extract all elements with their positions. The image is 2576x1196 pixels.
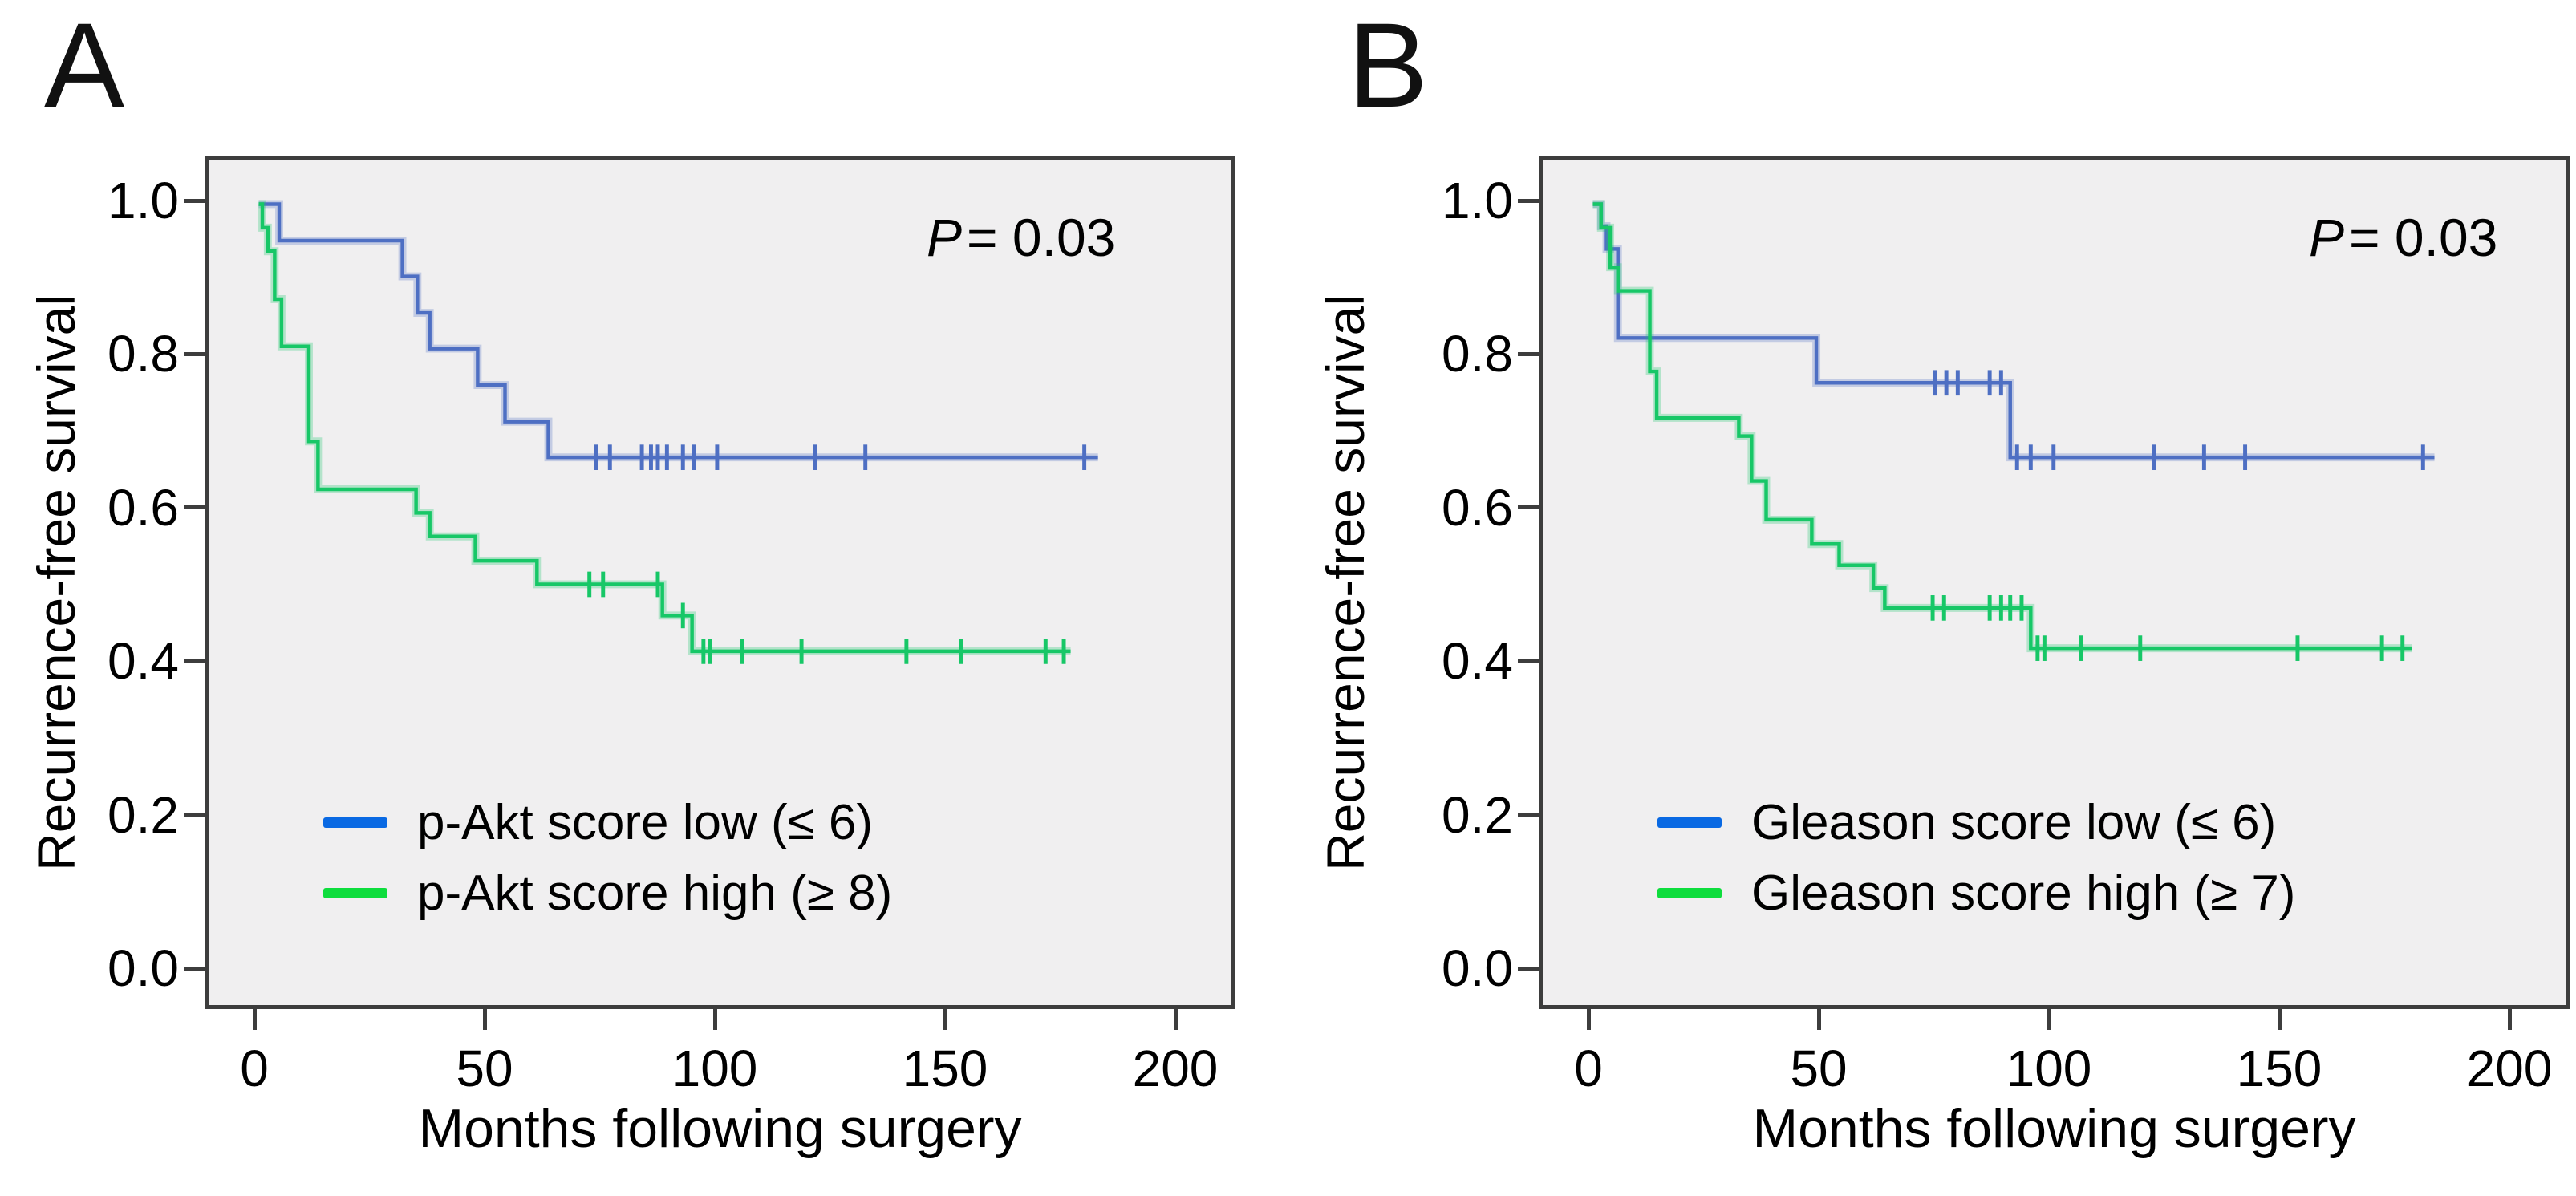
legend-swatch-blue	[323, 817, 387, 828]
x-tick-label: 100	[671, 1040, 758, 1097]
x-tick-mark	[943, 1009, 947, 1030]
plot-area: P= 0.03 p-Akt score low (≤ 6) p-Akt scor…	[205, 156, 1235, 1009]
x-tick-label: 100	[2006, 1040, 2092, 1097]
p-value-annotation: P= 0.03	[2309, 207, 2497, 268]
y-tick-mark	[1518, 966, 1539, 971]
x-tick-mark	[482, 1009, 487, 1030]
x-tick-label: 200	[1132, 1040, 1219, 1097]
x-tick-mark	[2507, 1009, 2512, 1030]
p-value-symbol: P	[2309, 208, 2345, 267]
survival-curve-green-halo	[258, 200, 1071, 655]
x-tick-mark	[252, 1009, 257, 1030]
y-tick-mark	[184, 659, 205, 663]
y-tick-mark	[184, 198, 205, 203]
y-axis-title-text: Recurrence-free survival	[26, 294, 86, 871]
y-tick-mark	[184, 966, 205, 971]
x-tick-mark	[1173, 1009, 1178, 1030]
x-tick-label: 150	[2236, 1040, 2322, 1097]
x-axis-title: Months following surgery	[1752, 1098, 2356, 1159]
legend-swatch-green	[323, 887, 387, 898]
x-tick-label: 50	[456, 1040, 513, 1097]
x-tick-mark	[1816, 1009, 1821, 1030]
legend-item-high: Gleason score high (≥ 7)	[1657, 865, 2296, 921]
x-tick-mark	[2277, 1009, 2282, 1030]
y-axis-title: Recurrence-free survival	[1301, 156, 1389, 1009]
p-value-symbol: P	[927, 208, 963, 267]
legend: Gleason score low (≤ 6) Gleason score hi…	[1657, 794, 2296, 937]
legend-item-low: p-Akt score low (≤ 6)	[323, 794, 892, 850]
legend-swatch-blue	[1657, 817, 1722, 828]
legend-swatch-green	[1657, 887, 1722, 898]
y-tick-mark	[1518, 505, 1539, 510]
y-tick-mark	[184, 813, 205, 817]
y-axis-title: Recurrence-free survival	[12, 156, 100, 1009]
survival-curve-green-halo	[1592, 200, 2412, 653]
x-axis-title: Months following surgery	[418, 1098, 1022, 1159]
legend-item-high: p-Akt score high (≥ 8)	[323, 865, 893, 921]
survival-curve-green	[1592, 202, 2412, 651]
x-tick-mark	[2047, 1009, 2051, 1030]
survival-curve-green	[258, 202, 1071, 654]
panel-a: A Recurrence-free survival P= 0.03 p-Akt…	[12, 0, 1235, 1159]
panel-b: B Recurrence-free survival P= 0.03 Gleas…	[1316, 0, 2576, 1196]
legend-label-low: Gleason score low (≤ 6)	[1751, 794, 2277, 850]
y-tick-mark	[1518, 351, 1539, 356]
legend-label-high: Gleason score high (≥ 7)	[1751, 865, 2296, 921]
p-value-number: = 0.03	[2349, 208, 2498, 267]
x-tick-mark	[712, 1009, 717, 1030]
curves-svg	[1592, 200, 2435, 661]
panel-letter-b: B	[1348, 0, 1429, 132]
y-tick-mark	[1518, 813, 1539, 817]
x-tick-label: 150	[902, 1040, 988, 1097]
survival-curve-blue	[258, 202, 1098, 460]
legend: p-Akt score low (≤ 6) p-Akt score high (…	[323, 794, 893, 937]
x-tick-label: 200	[2466, 1040, 2553, 1097]
x-tick-label: 0	[1574, 1040, 1603, 1097]
x-tick-mark	[1586, 1009, 1591, 1030]
p-value-annotation: P= 0.03	[927, 207, 1115, 268]
x-tick-label: 0	[240, 1040, 269, 1097]
y-tick-mark	[1518, 198, 1539, 203]
p-value-number: = 0.03	[967, 208, 1116, 267]
x-tick-label: 50	[1790, 1040, 1848, 1097]
legend-item-low: Gleason score low (≤ 6)	[1657, 794, 2295, 850]
legend-label-high: p-Akt score high (≥ 8)	[417, 865, 893, 921]
plot-area: P= 0.03 Gleason score low (≤ 6) Gleason …	[1539, 156, 2570, 1009]
curves-svg	[258, 200, 1098, 664]
y-tick-mark	[184, 505, 205, 510]
panel-letter-a: A	[44, 0, 125, 132]
y-axis-title-text: Recurrence-free survival	[1316, 294, 1375, 871]
y-tick-mark	[1518, 659, 1539, 663]
legend-label-low: p-Akt score low (≤ 6)	[417, 794, 874, 850]
y-tick-mark	[184, 351, 205, 356]
